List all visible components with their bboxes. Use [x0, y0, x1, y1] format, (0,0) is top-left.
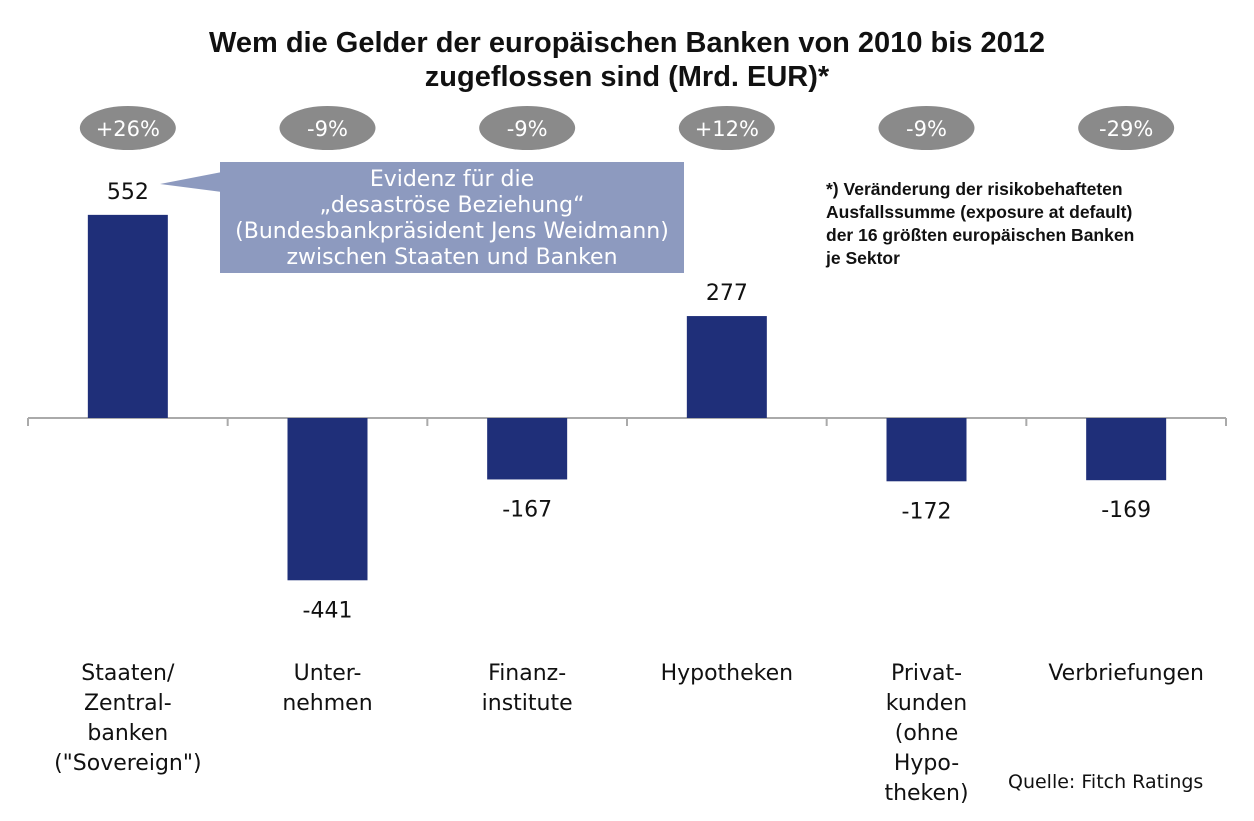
pct-change-badge: [678, 106, 775, 150]
footnote-line2: Ausfallssumme (exposure at default): [826, 202, 1133, 222]
category-label: Unter-nehmen: [282, 661, 372, 716]
bar: [686, 316, 767, 418]
pct-change-label: -9%: [507, 117, 548, 141]
pct-change-label: +12%: [695, 117, 759, 141]
bar: [87, 214, 168, 418]
category-label: Hypotheken: [661, 661, 794, 686]
data-label: 552: [107, 180, 149, 205]
bar: [487, 418, 568, 480]
category-label: Privat-kunden (ohne Hypo-theken): [884, 661, 968, 806]
callout-line3: (Bundesbankpräsident Jens Weidmann): [235, 219, 669, 244]
pct-change-badge: [279, 106, 376, 150]
annotation-callout: Evidenz für die „desaströse Beziehung“ (…: [220, 162, 684, 273]
callout-line1: Evidenz für die: [369, 167, 535, 192]
footnote-line3: der 16 größten europäischen Banken: [826, 225, 1135, 245]
callout-line4: zwischen Staaten und Banken: [286, 245, 618, 270]
pct-change-label: +26%: [96, 117, 160, 141]
bar: [1086, 418, 1167, 481]
pct-change-label: -9%: [307, 117, 348, 141]
footnote-line1: *) Veränderung der risikobehafteten: [826, 179, 1123, 199]
pct-change-badge: [79, 106, 176, 150]
pct-change-badge: [1078, 106, 1175, 150]
pct-change-label: -9%: [906, 117, 947, 141]
pct-change-label: -29%: [1099, 117, 1153, 141]
data-label: -441: [303, 598, 353, 623]
data-label: -172: [902, 499, 952, 524]
bar: [886, 418, 967, 482]
category-label: Staaten/Zentral-banken ("Sovereign"): [54, 661, 202, 776]
callout-pointer: [160, 172, 222, 192]
category-label: Finanz-institute: [482, 661, 573, 716]
footnote-line4: je Sektor: [826, 248, 900, 268]
pct-change-badge: [479, 106, 576, 150]
bar: [287, 418, 368, 581]
chart-title-line2: zugeflossen sind (Mrd. EUR)*: [424, 61, 830, 93]
data-label: 277: [706, 281, 748, 306]
footnote: *) Veränderung der risikobehafteten Ausf…: [826, 178, 1226, 270]
data-label: -167: [502, 497, 552, 522]
callout-line2: „desaströse Beziehung“: [319, 193, 585, 218]
source-note: Quelle: Fitch Ratings: [1008, 771, 1204, 793]
data-label: -169: [1101, 498, 1151, 523]
pct-change-badge: [878, 106, 975, 150]
category-label: Verbriefungen: [1048, 661, 1204, 686]
chart-title-line1: Wem die Gelder der europäischen Banken v…: [209, 27, 1045, 59]
